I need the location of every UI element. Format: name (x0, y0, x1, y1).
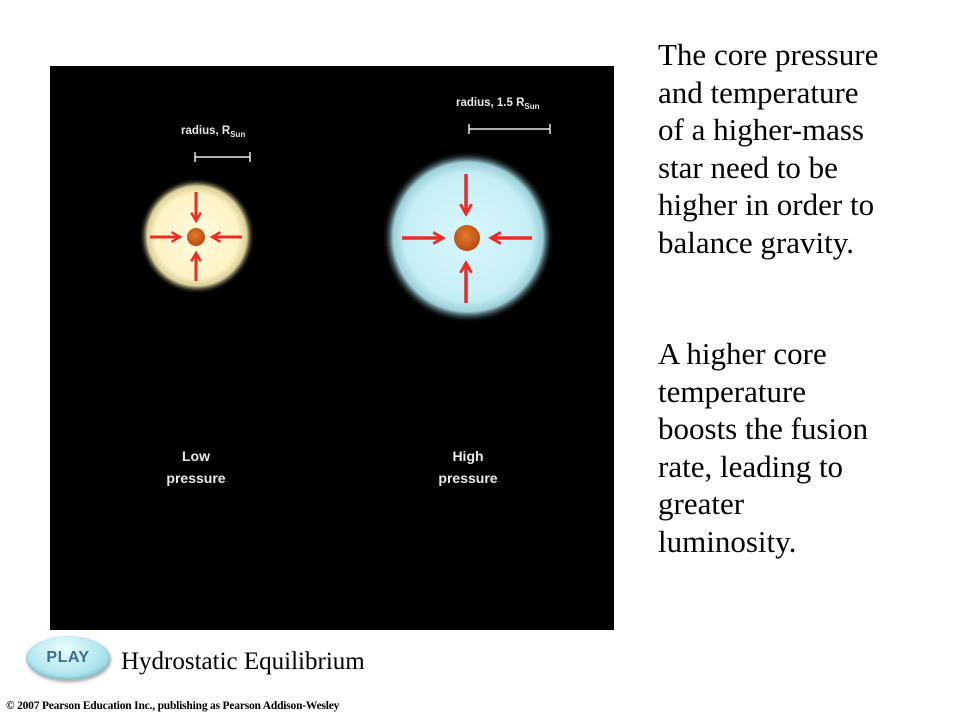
low-pressure-label-line1: Low (182, 448, 210, 464)
high-star-core (454, 225, 480, 251)
high-pressure-label-line1: High (452, 448, 483, 464)
high-star-arrows (402, 174, 532, 303)
low-pressure-star (139, 178, 255, 294)
copyright-notice: © 2007 Pearson Education Inc., publishin… (6, 700, 340, 712)
low-pressure-label-line2: pressure (166, 470, 225, 486)
left-radius-scale (194, 152, 251, 162)
play-button[interactable]: PLAY (26, 636, 110, 680)
low-star-arrows (150, 192, 242, 281)
play-button-label: PLAY (46, 649, 90, 666)
high-pressure-star (382, 151, 554, 323)
right-radius-scale (468, 124, 551, 134)
fusion-rate-paragraph: A higher core temperature boosts the fus… (658, 336, 869, 559)
core-pressure-paragraph: The core pressure and temperature of a h… (658, 37, 879, 260)
left-radius-label: radius, RSun (181, 125, 245, 139)
hydrostatic-equilibrium-figure: radius, RSun radius, 1.5 RSun Low pressu… (50, 66, 614, 630)
low-star-core (187, 228, 205, 246)
animation-caption: Hydrostatic Equilibrium (121, 648, 365, 675)
explanation-text: The core pressure and temperature of a h… (658, 36, 950, 560)
high-pressure-label-line2: pressure (438, 470, 497, 486)
right-radius-label: radius, 1.5 RSun (456, 97, 540, 111)
figure-svg: radius, RSun radius, 1.5 RSun Low pressu… (139, 97, 554, 486)
